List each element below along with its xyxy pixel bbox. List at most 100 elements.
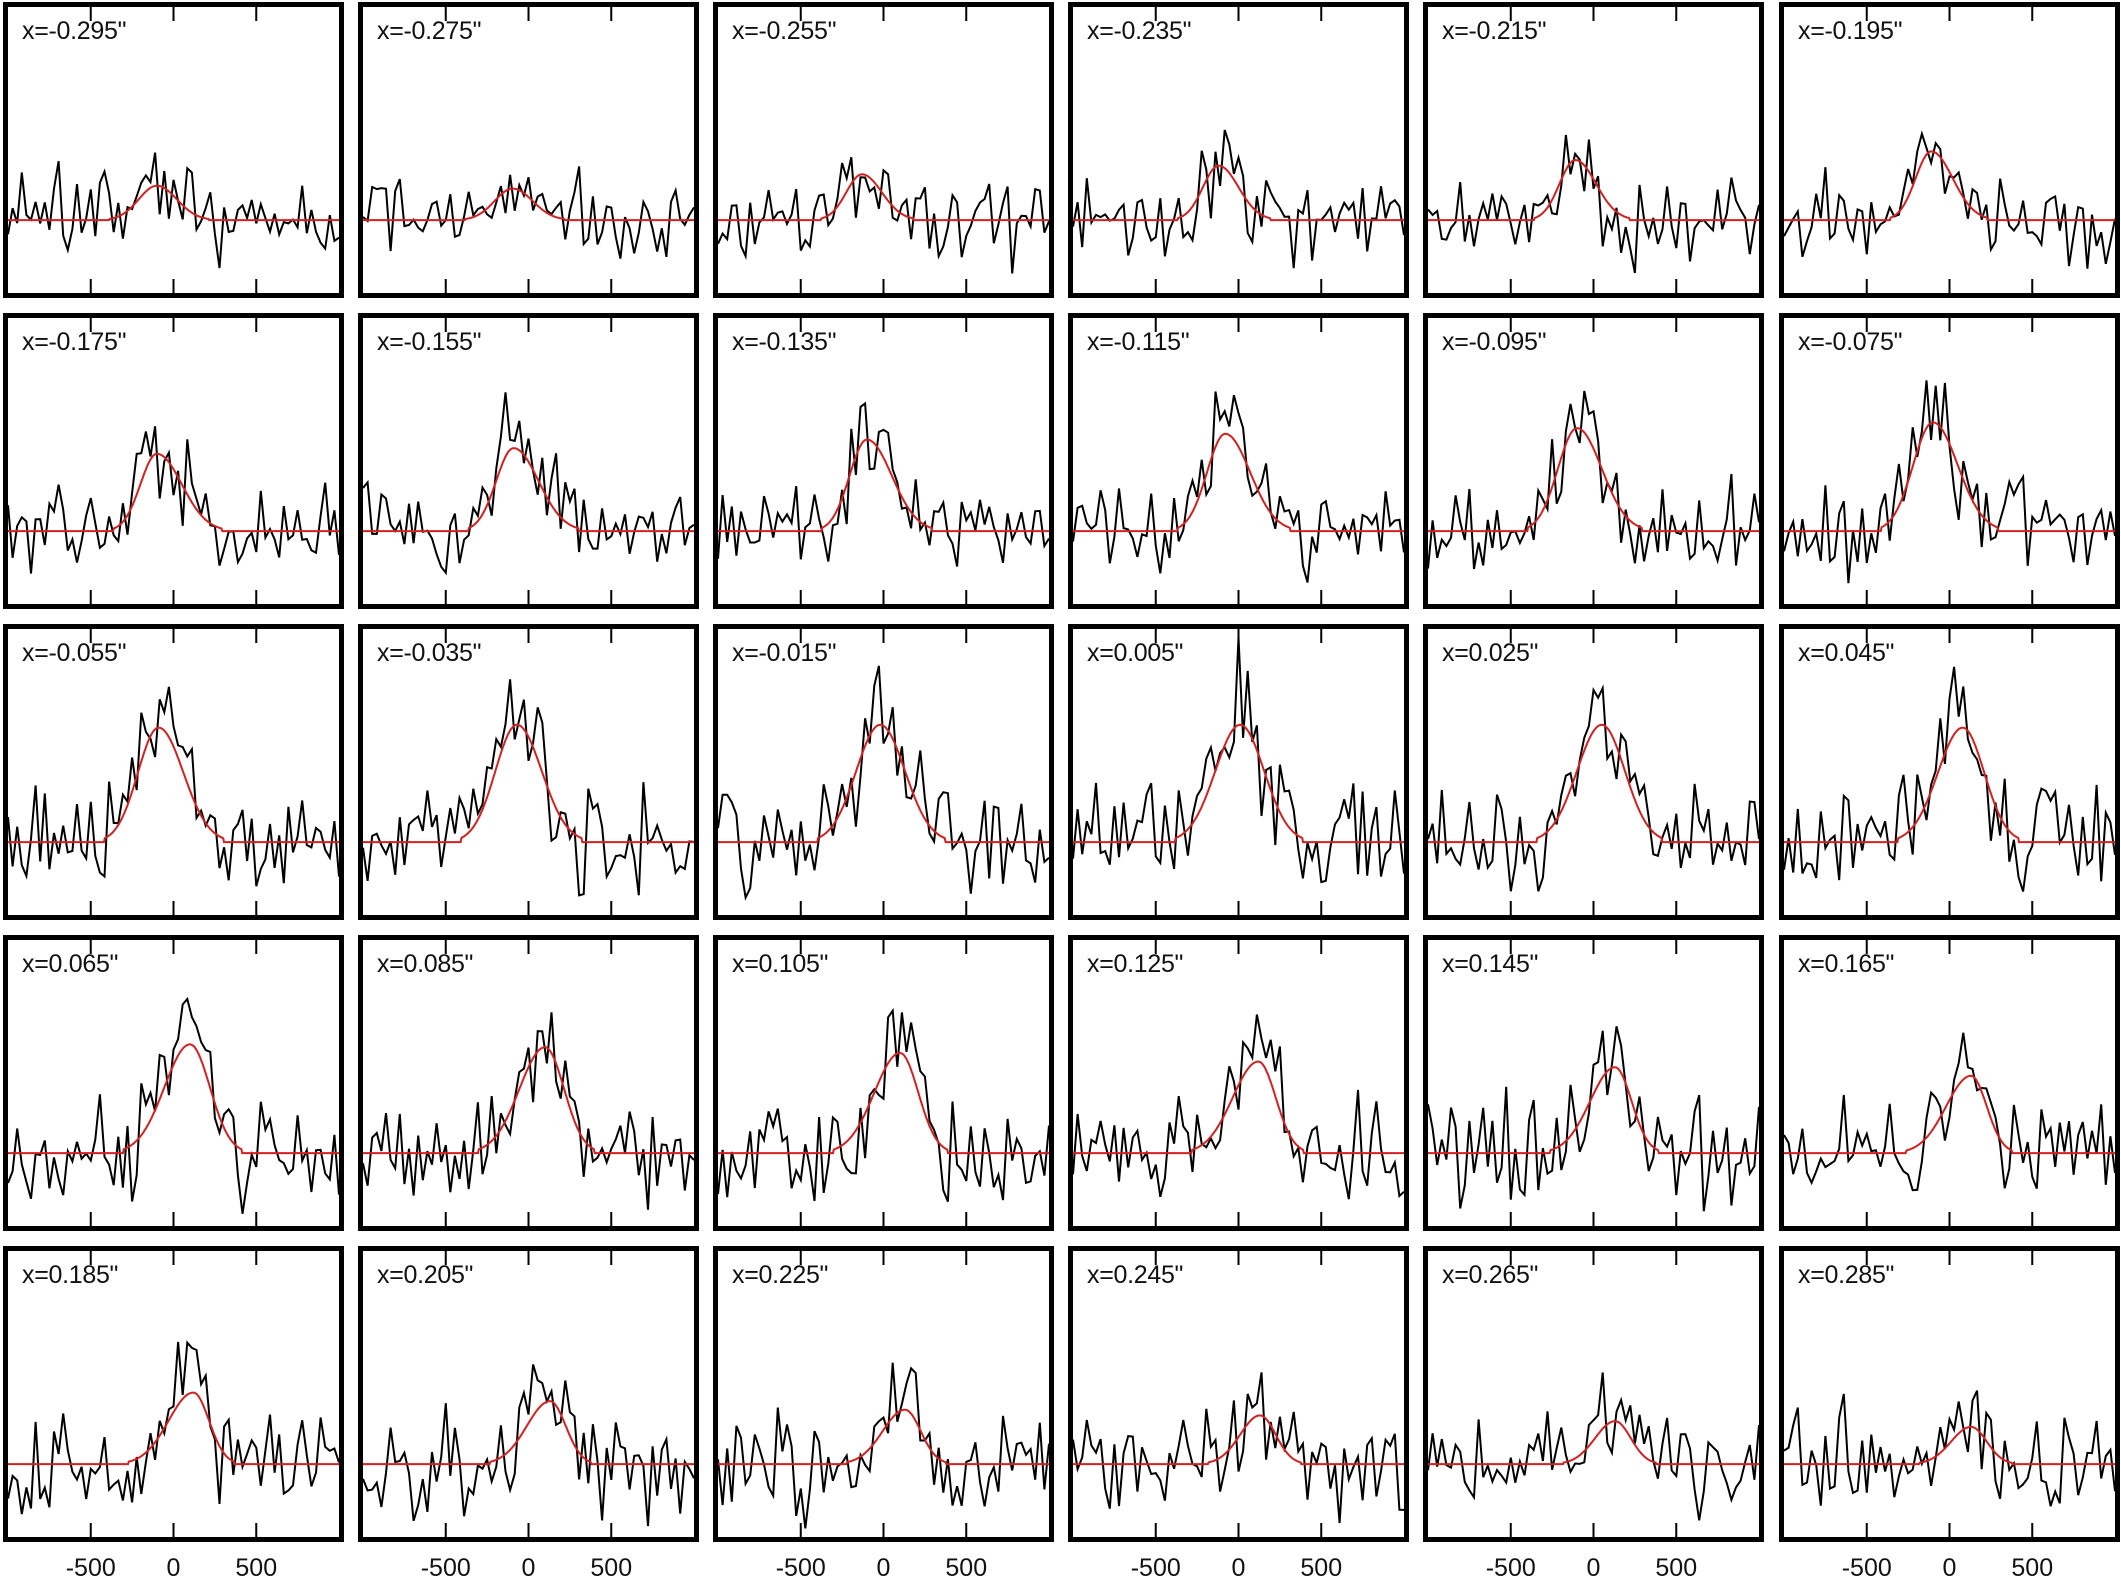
observed-spectrum-line	[1784, 380, 2115, 584]
spectrum-panel: x=0.125"	[1068, 935, 1409, 1231]
gaussian-fit-line	[718, 723, 1049, 844]
x-tick-label: 0	[876, 1554, 891, 1582]
x-tick-label: 0	[1586, 1554, 1601, 1582]
observed-spectrum-line	[1784, 666, 2115, 892]
spectrum-plot	[718, 940, 1049, 1226]
spectrum-panel: x=-0.275"	[358, 2, 699, 298]
observed-spectrum-line	[718, 1007, 1049, 1202]
spectrum-panel: x=0.285"	[1779, 1246, 2120, 1542]
spectrum-plot	[1784, 940, 2115, 1226]
gaussian-fit-line	[8, 452, 339, 533]
gaussian-fit-line	[363, 723, 694, 844]
observed-spectrum-line	[1073, 1014, 1404, 1200]
gaussian-fit-line	[363, 187, 694, 222]
panel-position-label: x=0.125"	[1087, 950, 1184, 978]
observed-spectrum-line	[363, 392, 694, 576]
spectrum-panel: x=-0.015"	[713, 624, 1054, 920]
x-tick-label: 500	[945, 1554, 988, 1582]
spectrum-panel: x=0.045"	[1779, 624, 2120, 920]
spectrum-panel: x=0.145"	[1423, 935, 1764, 1231]
spectrum-panel: x=-0.035"	[358, 624, 699, 920]
panel-position-label: x=0.045"	[1798, 639, 1895, 667]
panel-position-label: x=0.225"	[732, 1261, 829, 1289]
observed-spectrum-line	[1073, 391, 1404, 583]
spectrum-plot	[8, 1251, 339, 1537]
observed-spectrum-line	[363, 679, 694, 897]
spectrum-panel: x=0.105"	[713, 935, 1054, 1231]
x-tick-label: 500	[590, 1554, 633, 1582]
panel-position-label: x=-0.155"	[377, 328, 482, 356]
gaussian-fit-line	[8, 1391, 339, 1466]
observed-spectrum-line	[718, 665, 1049, 901]
gaussian-fit-line	[718, 438, 1049, 533]
panel-position-label: x=0.085"	[377, 950, 474, 978]
gaussian-fit-line	[8, 726, 339, 844]
observed-spectrum-line	[8, 152, 339, 269]
spectrum-plot	[1784, 1251, 2115, 1537]
spectrum-plot	[718, 1251, 1049, 1537]
gaussian-fit-line	[363, 447, 694, 533]
spectrum-panel: x=0.185"	[3, 1246, 344, 1542]
panel-position-label: x=0.065"	[22, 950, 119, 978]
panel-position-label: x=-0.175"	[22, 328, 127, 356]
observed-spectrum-line	[718, 156, 1049, 274]
spectrum-plot	[8, 940, 339, 1226]
panel-position-label: x=0.285"	[1798, 1261, 1895, 1289]
spectrum-panel: x=0.085"	[358, 935, 699, 1231]
panel-position-label: x=0.165"	[1798, 950, 1895, 978]
gaussian-fit-line	[1428, 158, 1759, 222]
spectrum-panel: x=-0.115"	[1068, 313, 1409, 609]
panel-position-label: x=-0.135"	[732, 328, 837, 356]
spectrum-plot	[363, 629, 694, 915]
panel-position-label: x=-0.075"	[1798, 328, 1903, 356]
gaussian-fit-line	[1428, 1066, 1759, 1155]
spectrum-plot	[363, 940, 694, 1226]
observed-spectrum-line	[1428, 684, 1759, 892]
panel-position-label: x=0.185"	[22, 1261, 119, 1289]
panel-position-label: x=0.005"	[1087, 639, 1184, 667]
spectrum-plot	[718, 318, 1049, 604]
gaussian-fit-line	[8, 1043, 339, 1155]
observed-spectrum-line	[1784, 130, 2115, 269]
spectrum-plot	[718, 7, 1049, 293]
spectrum-panel: x=-0.255"	[713, 2, 1054, 298]
spectrum-panel: x=0.025"	[1423, 624, 1764, 920]
panel-position-label: x=-0.195"	[1798, 17, 1903, 45]
gaussian-fit-line	[1428, 1420, 1759, 1466]
panel-position-label: x=-0.095"	[1442, 328, 1547, 356]
spectrum-plot	[363, 1251, 694, 1537]
spectrum-panel: x=-0.075"	[1779, 313, 2120, 609]
spectrum-plot	[363, 7, 694, 293]
panel-position-label: x=0.205"	[377, 1261, 474, 1289]
gaussian-fit-line	[1784, 150, 2115, 222]
gaussian-fit-line	[1784, 421, 2115, 533]
spectrum-panel: x=-0.175"	[3, 313, 344, 609]
gaussian-fit-line	[363, 1046, 694, 1155]
spectrum-plot	[1428, 629, 1759, 915]
panel-position-label: x=-0.295"	[22, 17, 127, 45]
gaussian-fit-line	[1073, 432, 1404, 533]
spectrum-panel: x=0.245"	[1068, 1246, 1409, 1542]
gaussian-fit-line	[363, 1400, 694, 1466]
spectrum-plot	[1428, 7, 1759, 293]
gaussian-fit-line	[8, 184, 339, 222]
spectrum-panel: x=0.265"	[1423, 1246, 1764, 1542]
spectrum-panel: x=-0.135"	[713, 313, 1054, 609]
x-tick-label: -500	[1841, 1554, 1892, 1582]
panel-position-label: x=-0.215"	[1442, 17, 1547, 45]
panel-position-label: x=-0.055"	[22, 639, 127, 667]
observed-spectrum-line	[8, 1340, 339, 1515]
spectrum-panel: x=-0.055"	[3, 624, 344, 920]
spectrum-plot	[1073, 1251, 1404, 1537]
x-tick-label: 500	[1655, 1554, 1698, 1582]
gaussian-fit-line	[718, 173, 1049, 222]
gaussian-fit-line	[718, 1408, 1049, 1466]
gaussian-fit-line	[718, 1052, 1049, 1155]
observed-spectrum-line	[8, 686, 339, 887]
panel-position-label: x=-0.255"	[732, 17, 837, 45]
x-tick-label: -500	[420, 1554, 471, 1582]
x-tick-label: -500	[1130, 1554, 1181, 1582]
observed-spectrum-line	[363, 1364, 694, 1527]
spectrum-panel: x=0.165"	[1779, 935, 2120, 1231]
